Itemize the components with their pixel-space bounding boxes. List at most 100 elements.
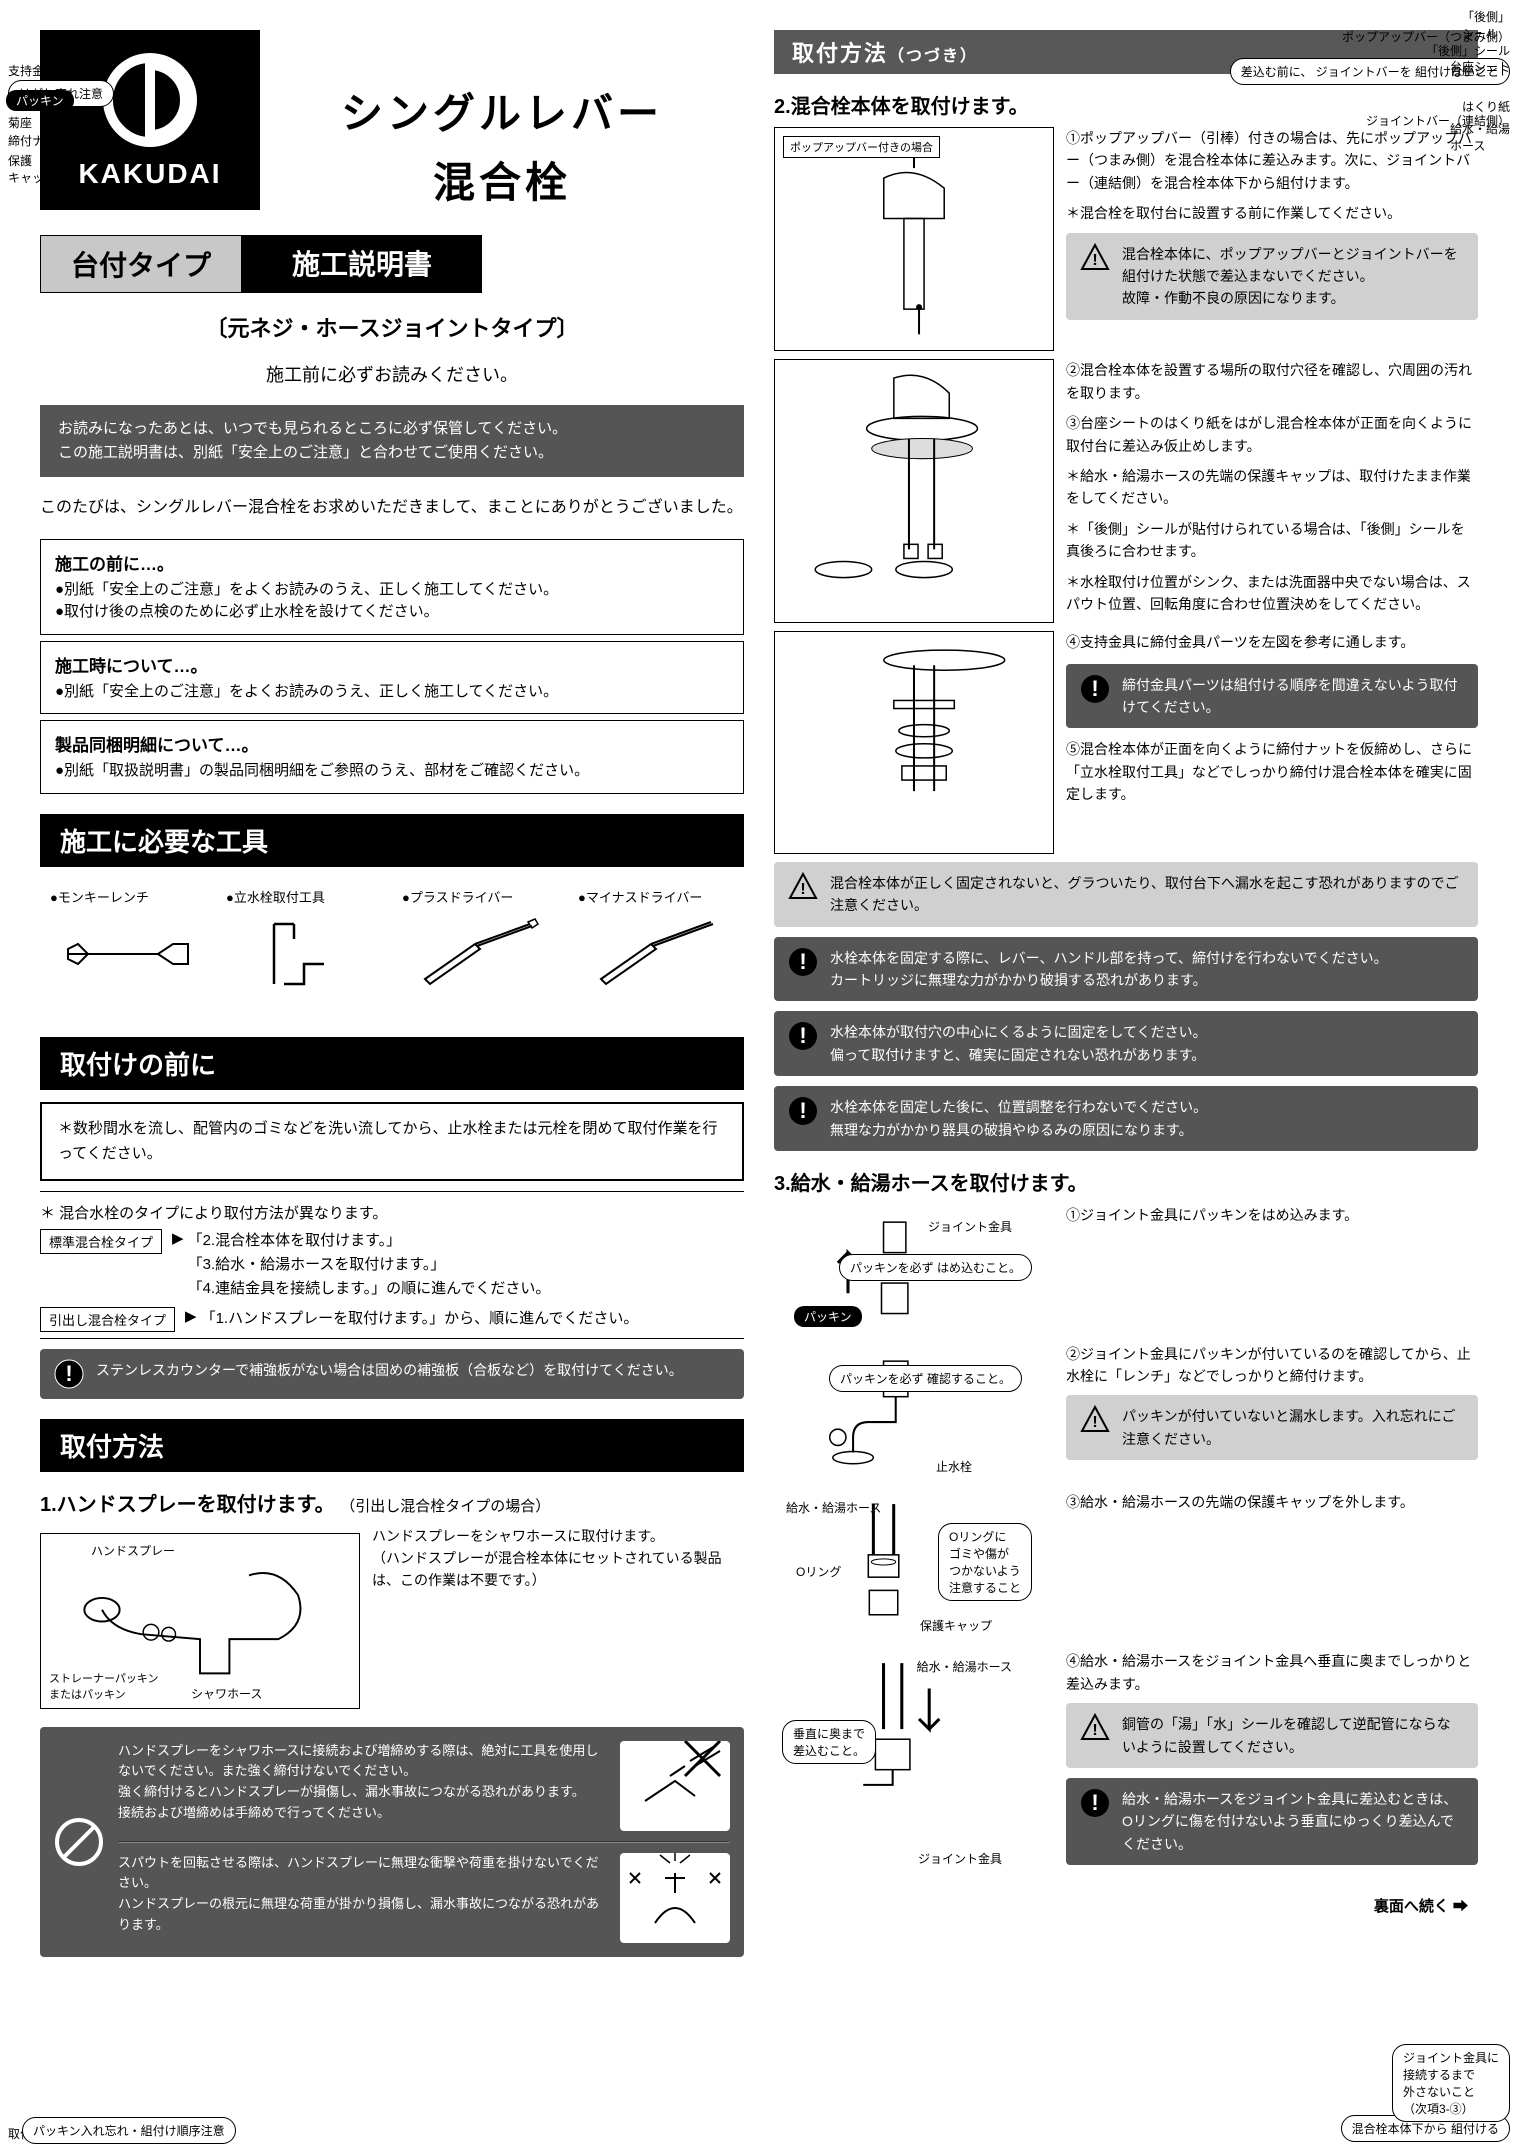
step3d-diagram: 給水・給湯ホース 垂直に奥まで 差込むこと。 ジョイント金具 <box>774 1650 1054 1875</box>
label-washer: 菊座 <box>8 114 32 131</box>
right-header-cont: （つづき） <box>888 48 978 65</box>
label-supply-hose3: 給水・給湯ホース <box>917 1658 1012 1675</box>
bubble-check-packing: パッキンを必ず 確認すること。 <box>829 1365 1022 1392</box>
product-title-2: 混合栓 <box>260 149 744 210</box>
label-support: 支持金具 <box>8 62 56 79</box>
prohibit1-text: ハンドスプレーをシャワホースに接続および増締めする際は、絶対に工具を使用しないで… <box>118 1741 610 1831</box>
brand-logo: KAKUDAI <box>40 30 260 210</box>
install-header: 取付方法 <box>40 1419 744 1472</box>
warn-adjust-text: 水栓本体を固定した後に、位置調整を行わないでください。 無理な力がかかり器具の破… <box>830 1096 1464 1141</box>
label-rear-seal2: 「後側」 シール <box>1462 8 1510 42</box>
arrow-icon: ▶ <box>185 1307 197 1325</box>
document-type-label: 施工説明書 <box>242 235 482 293</box>
exclamation-icon: ! <box>1080 674 1110 704</box>
caution-icon: ! <box>1080 1713 1110 1743</box>
exclamation-icon: ! <box>788 1096 818 1126</box>
label-packing: ストレーナーパッキン またはパッキン <box>49 1670 159 1702</box>
bubble-oring: Oリングに ゴミや傷が つかないよう 注意すること <box>938 1523 1032 1601</box>
label-protect-cap: 保護 キャップ <box>8 152 56 186</box>
warn-oring: ! 給水・給湯ホースをジョイント金具に差込むときは、Oリングに傷を付けないよう垂… <box>1066 1778 1478 1865</box>
prohibit1-diagram <box>620 1741 730 1831</box>
type-note: ＊ 混合水栓のタイプにより取付方法が異なります。 <box>40 1202 744 1223</box>
prohibit2-diagram <box>620 1853 730 1943</box>
read-before-note: 施工前に必ずお読みください。 <box>40 361 744 387</box>
exclamation-icon: ! <box>788 947 818 977</box>
bubble-order-warn: パッキン入れ忘れ・組付け順序注意 <box>22 2117 236 2144</box>
step2-text-1: ①ポップアップバー（引棒）付きの場合は、先にポップアップバー（つまみ側）を混合栓… <box>1066 127 1478 194</box>
before-install-header: 取付けの前に <box>40 1037 744 1090</box>
warn-order: ! 締付金具パーツは組付ける順序を間違えないよう取付けてください。 <box>1066 664 1478 729</box>
label-supply-hose: 給水・給湯 ホース <box>1450 120 1510 154</box>
storage-note-line2: この施工説明書は、別紙「安全上のご注意」と合わせてご使用ください。 <box>58 441 726 465</box>
step2-text-2: ②混合栓本体を設置する場所の取付穴径を確認し、穴周囲の汚れを取ります。 <box>1066 359 1478 404</box>
prep-text: ＊数秒間水を流し、配管内のゴミなどを洗い流してから、止水栓または元栓を閉めて取付… <box>58 1116 726 1167</box>
svg-text:!: ! <box>800 881 805 898</box>
step2b-diagram: 「後側」シール 台座シート はがし忘れ注意 はくり紙 給水・給湯 ホース 保護 … <box>774 359 1054 623</box>
flow-standard: 標準混合栓タイプ ▶ 「2.混合栓本体を取付けます。」 「3.給水・給湯ホースを… <box>40 1229 744 1301</box>
bubble-packing: パッキンを必ず はめ込むこと。 <box>839 1254 1032 1281</box>
exclamation-icon: ! <box>788 1021 818 1051</box>
flow-pullout: 引出し混合栓タイプ ▶ 「1.ハンドスプレーを取付けます。」から、順に進んでくだ… <box>40 1307 744 1332</box>
info3-line: ●別紙「取扱説明書」の製品同梱明細をご参照のうえ、部材をご確認ください。 <box>55 760 729 783</box>
basin-tool-icon <box>226 914 382 994</box>
caution-packing-text: パッキンが付いていないと漏水します。入れ忘れにご注意ください。 <box>1122 1405 1464 1450</box>
warn-lever-text: 水栓本体を固定する際に、レバー、ハンドル部を持って、締付けを行わないでください。… <box>830 947 1464 992</box>
step2c-diagram: 「後側」 シール 支持金具 台座シート パッキン 菊座 締付ナット パッキン入れ… <box>774 631 1054 854</box>
step1-title-text: 1.ハンドスプレーを取付けます。 <box>40 1494 335 1516</box>
label-base-sheet2: 台座シート <box>1450 62 1510 79</box>
flow1-tag: 標準混合栓タイプ <box>40 1229 162 1254</box>
step1-diagram: ハンドスプレー ストレーナーパッキン またはパッキン シャワホース <box>40 1533 360 1709</box>
prep-box: ＊数秒間水を流し、配管内のゴミなどを洗い流してから、止水栓または元栓を閉めて取付… <box>40 1102 744 1181</box>
warn-center-text: 水栓本体が取付穴の中心にくるように固定をしてください。 偏って取付けますと、確実… <box>830 1021 1464 1066</box>
step3-title: 3.給水・給湯ホースを取付けます。 <box>774 1167 1478 1196</box>
popup-bar-case-label: ポップアップバー付きの場合 <box>783 136 940 158</box>
tool-flathead-label: ●マイナスドライバー <box>578 887 734 906</box>
bubble-joint-note: ジョイント金具に 接続するまで 外さないこと （次項3-③） <box>1392 2044 1510 2122</box>
caution-popup-text: 混合栓本体に、ポップアップバーとジョイントバーを組付けた状態で差込まないでくださ… <box>1122 243 1464 310</box>
flow2-tag: 引出し混合栓タイプ <box>40 1307 175 1332</box>
label-stop-valve: 止水栓 <box>936 1458 972 1475</box>
step3-text-3: ③給水・給湯ホースの先端の保護キャップを外します。 <box>1066 1491 1478 1513</box>
product-title-1: シングルレバー <box>260 80 744 141</box>
info1-heading: 施工の前に…。 <box>55 550 729 575</box>
svg-text:!: ! <box>799 1023 806 1048</box>
step3a-diagram: ジョイント金具 パッキンを必ず はめ込むこと。 パッキン <box>774 1204 1054 1335</box>
svg-text:!: ! <box>1091 1790 1098 1815</box>
step3-text-4: ④給水・給湯ホースをジョイント金具へ垂直に奥までしっかりと差込みます。 <box>1066 1650 1478 1695</box>
wrench-icon <box>50 914 206 994</box>
label-joint-fitting2: ジョイント金具 <box>918 1850 1002 1867</box>
phillips-icon <box>402 914 558 994</box>
tool-basin-label: ●立水栓取付工具 <box>226 887 382 906</box>
info-box-before: 施工の前に…。 ●別紙「安全上のご注意」をよくお読みのうえ、正しく施工してくださ… <box>40 539 744 635</box>
caution-fix-text: 混合栓本体が正しく固定されないと、グラついたり、取付台下へ漏水を起こす恐れがあり… <box>830 872 1464 917</box>
right-header-text: 取付方法 <box>792 41 888 66</box>
label-oring: Oリング <box>796 1563 841 1580</box>
step2a-diagram: ポップアップバー付きの場合 ポップアップバー（つまみ側） 差込む前に、 ジョイン… <box>774 127 1054 351</box>
step1-paren: （引出し混合栓タイプの場合） <box>340 1498 550 1515</box>
info1-line1: ●別紙「安全上のご注意」をよくお読みのうえ、正しく施工してください。 <box>55 579 729 602</box>
caution-popup-bar: ! 混合栓本体に、ポップアップバーとジョイントバーを組付けた状態で差込まないでく… <box>1066 233 1478 320</box>
flathead-icon <box>578 914 734 994</box>
step3b-diagram: パッキンを必ず 確認すること。 止水栓 <box>774 1343 1054 1484</box>
warn-counter: ! ステンレスカウンターで補強板がない場合は固めの補強板（合板など）を取付けてく… <box>40 1349 744 1399</box>
intro-text: このたびは、シングルレバー混合栓をお求めいただきまして、まことにありがとうござい… <box>40 495 744 521</box>
step3-text-2: ②ジョイント金具にパッキンが付いているのを確認してから、止水栓に「レンチ」などで… <box>1066 1343 1478 1388</box>
step2-text-3d: ＊水栓取付け位置がシンク、または洗面器中央でない場合は、スパウト位置、回転角度に… <box>1066 571 1478 616</box>
svg-text:!: ! <box>1091 676 1098 701</box>
step2-text-4: ④支持金具に締付金具パーツを左図を参考に通します。 <box>1066 631 1478 653</box>
warn-counter-text: ステンレスカウンターで補強板がない場合は固めの補強板（合板など）を取付けてくださ… <box>96 1359 730 1381</box>
flow1-text: 「2.混合栓本体を取付けます。」 「3.給水・給湯ホースを取付けます。」 「4.… <box>188 1229 744 1301</box>
step1-title: 1.ハンドスプレーを取付けます。 （引出し混合栓タイプの場合） <box>40 1488 744 1517</box>
warn-adjust: ! 水栓本体を固定した後に、位置調整を行わないでください。 無理な力がかかり器具… <box>774 1086 1478 1151</box>
prohibit-icon <box>54 1741 104 1943</box>
storage-note: お読みになったあとは、いつでも見られるところに必ず保管してください。 この施工説… <box>40 405 744 477</box>
svg-text:!: ! <box>1092 1414 1097 1431</box>
step1-desc: ハンドスプレーをシャワホースに取付けます。 （ハンドスプレーが混合栓本体にセット… <box>372 1525 744 1717</box>
info-box-parts: 製品同梱明細について…。 ●別紙「取扱説明書」の製品同梱明細をご参照のうえ、部材… <box>40 720 744 794</box>
mount-type-label: 台付タイプ <box>40 235 242 293</box>
label-hose: シャワホース <box>191 1685 262 1702</box>
label-supply-hose2: 給水・給湯ホース <box>786 1499 881 1516</box>
info1-line2: ●取付け後の点検のために必ず止水栓を設けてください。 <box>55 601 729 624</box>
exclamation-icon: ! <box>54 1359 84 1389</box>
label-packing2: パッキン <box>6 90 74 111</box>
